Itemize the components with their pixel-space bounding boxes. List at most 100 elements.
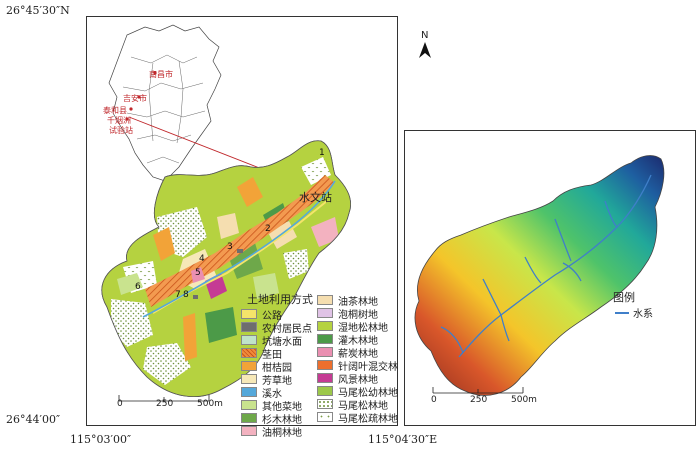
- legend-label: 灌木林地: [338, 335, 378, 347]
- legend-label: 杉木林地: [262, 414, 302, 426]
- inset-label-qianyanzhou: 千烟洲: [107, 116, 131, 125]
- legend-label: 湿地松林地: [338, 322, 388, 334]
- site-number: 5: [195, 268, 201, 278]
- north-label: N: [421, 30, 429, 41]
- coord-bottom-x-left: 115°03′00″: [70, 433, 132, 446]
- legend-label: 芳草地: [262, 375, 292, 387]
- coord-bottom-x-right: 115°04′30″E: [368, 433, 438, 446]
- legend-label: 油茶林地: [338, 296, 378, 308]
- legend-label: 泡桐树地: [338, 309, 378, 321]
- legend-swatch: [317, 295, 333, 305]
- legend-swatch: [317, 412, 333, 422]
- legend-label: 公路: [262, 310, 282, 322]
- river-line-icon: [615, 311, 629, 314]
- legend-swatch: [241, 335, 257, 345]
- legend-swatch: [317, 308, 333, 318]
- inset-label-station: 试验站: [109, 126, 133, 135]
- legend-column-2: 油茶林地 泡桐树地 湿地松林地 灌木林地 薪炭林地 针阔叶混交林 风景林地 马尾松幼林地 马尾松…: [317, 293, 398, 437]
- legend-label: 针阔叶混交林: [338, 361, 398, 373]
- legend-swatch: [317, 347, 333, 357]
- right-legend-title: 图例: [613, 291, 635, 304]
- site-number: 6: [135, 282, 141, 292]
- legend-swatch: [317, 360, 333, 370]
- legend-item: 其他菜地: [241, 398, 302, 413]
- coord-bottom-left: 26°44′00″: [6, 413, 61, 426]
- legend-item: 杉木林地: [241, 411, 302, 426]
- scale-bar-left: [118, 395, 210, 402]
- legend-swatch: [241, 322, 257, 332]
- inset-label-taihe: 泰和县: [103, 106, 127, 115]
- right-scale-label-250: 250: [470, 395, 488, 405]
- legend-swatch: [317, 373, 333, 383]
- legend-swatch: [317, 334, 333, 344]
- legend-label: 其他菜地: [262, 401, 302, 413]
- inset-label-nanchang: 南昌市: [149, 70, 173, 79]
- legend-label: 油桐林地: [262, 427, 302, 439]
- legend-swatch: [241, 348, 257, 358]
- station-label: 水文站: [299, 191, 332, 204]
- site-number: 2: [265, 224, 271, 234]
- river-network: [440, 174, 652, 358]
- legend-item: 茎田: [241, 346, 282, 361]
- legend-item: 溪水: [241, 385, 282, 400]
- elevation-map: [414, 155, 665, 396]
- legend-swatch: [241, 400, 257, 410]
- scale-bar-right: [432, 387, 524, 394]
- catchment-land-use: [101, 140, 351, 397]
- elevation-surface: [414, 155, 665, 396]
- legend-swatch: [241, 426, 257, 436]
- legend-item: 油茶林地: [317, 293, 378, 308]
- legend-column-1: 公路 农村居民点 坑塘水面 茎田 柑桔园 芳草地 溪水 其他菜地 杉木林地 油桐林地: [241, 307, 321, 439]
- coord-top-left: 26°45′30″N: [6, 4, 70, 17]
- land-use-map: 1 2 3 4 5 6 7 8: [101, 24, 351, 402]
- province-inset: [108, 24, 304, 186]
- legend-label: 马尾松林地: [338, 400, 388, 412]
- legend-swatch: [241, 309, 257, 319]
- legend-item: 公路: [241, 307, 282, 322]
- legend-item: 湿地松林地: [317, 319, 388, 334]
- legend-item: 芳草地: [241, 372, 292, 387]
- legend-label: 风景林地: [338, 374, 378, 386]
- legend-item: 风景林地: [317, 371, 378, 386]
- legend-label: 薪炭林地: [338, 348, 378, 360]
- north-arrow: N: [416, 30, 436, 62]
- land-use-map-frame: 1 2 3 4 5 6 7 8 南昌市 吉安市 泰和县 千烟洲 试验站 水文站 …: [86, 16, 398, 439]
- legend-swatch: [241, 361, 257, 371]
- legend-label: 茎田: [262, 349, 282, 361]
- site-number: 8: [183, 290, 189, 300]
- legend-item: 马尾松幼林地: [317, 384, 398, 399]
- elevation-map-frame: 图例 水系 0 250 500m: [404, 130, 696, 426]
- legend-label: 坑塘水面: [262, 336, 302, 348]
- legend-swatch: [241, 413, 257, 423]
- legend-item: 柑桔园: [241, 359, 292, 374]
- legend-item: 油桐林地: [241, 424, 302, 439]
- scale-label-0: 0: [117, 399, 123, 409]
- legend-label: 马尾松疏林地: [338, 413, 398, 425]
- legend-title: 土地利用方式: [247, 293, 313, 306]
- scale-label-250: 250: [156, 399, 174, 409]
- scale-label-500: 500m: [197, 399, 223, 409]
- right-legend-label: 水系: [633, 309, 653, 320]
- legend-item: 马尾松疏林地: [317, 410, 398, 425]
- legend-item: 马尾松林地: [317, 397, 388, 412]
- legend-item: 针阔叶混交林: [317, 358, 398, 373]
- legend-label: 柑桔园: [262, 362, 292, 374]
- right-legend-item: 水系: [615, 305, 653, 320]
- legend-swatch: [317, 386, 333, 396]
- site-number: 3: [227, 242, 233, 252]
- site-number: 4: [199, 254, 205, 264]
- legend-swatch: [241, 374, 257, 384]
- site-numbers: 1 2 3 4 5 6 7 8: [135, 148, 325, 300]
- site-number: 7: [175, 290, 181, 300]
- legend-item: 灌木林地: [317, 332, 378, 347]
- right-scale-label-500: 500m: [511, 395, 537, 405]
- right-scale-label-0: 0: [431, 395, 437, 405]
- legend-swatch: [317, 321, 333, 331]
- legend-label: 溪水: [262, 388, 282, 400]
- north-arrow-icon: [419, 42, 431, 58]
- legend-swatch: [317, 399, 333, 409]
- site-number: 1: [319, 148, 325, 158]
- legend-item: 坑塘水面: [241, 333, 302, 348]
- legend-label: 马尾松幼林地: [338, 387, 398, 399]
- legend-swatch: [241, 387, 257, 397]
